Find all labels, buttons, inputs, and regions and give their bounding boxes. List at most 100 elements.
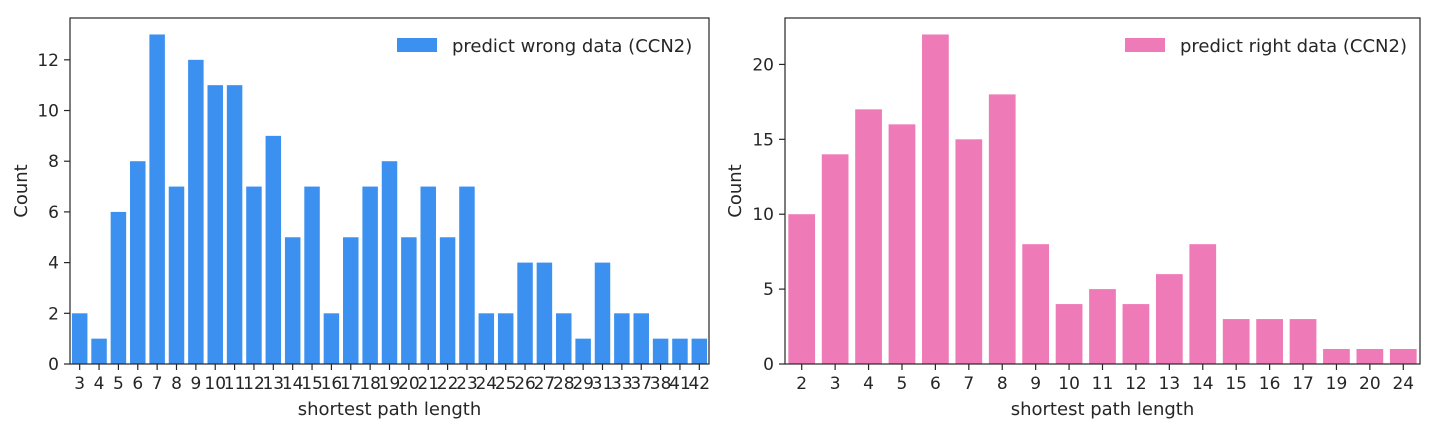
left-x-tick-label: 15 xyxy=(301,374,323,394)
right-y-tick-label: 5 xyxy=(763,280,774,300)
left-x-tick-label: 42 xyxy=(688,374,710,394)
left-bar-29 xyxy=(575,338,591,364)
right-x-tick-label: 24 xyxy=(1392,374,1414,394)
left-x-tick-label: 7 xyxy=(152,374,163,394)
left-x-tick-label: 23 xyxy=(456,374,478,394)
left-x-tick-label: 13 xyxy=(262,374,284,394)
right-bar-15 xyxy=(1222,319,1250,364)
right-plot-frame xyxy=(784,17,1421,365)
left-x-tick-label: 22 xyxy=(437,374,459,394)
left-bar-17 xyxy=(343,237,359,364)
left-x-axis-label: shortest path length xyxy=(298,399,482,420)
right-x-tick-label: 16 xyxy=(1259,374,1281,394)
left-x-tick-label: 14 xyxy=(282,374,304,394)
right-x-axis-label: shortest path length xyxy=(1011,399,1195,420)
left-bar-23 xyxy=(459,186,475,364)
left-bar-26 xyxy=(517,262,533,364)
left-bar-7 xyxy=(149,34,165,364)
left-x-tick-label: 17 xyxy=(340,374,362,394)
right-y-tick-label: 15 xyxy=(752,130,774,150)
right-bar-7 xyxy=(955,139,983,364)
left-bar-27 xyxy=(536,262,553,364)
right-x-tick-label: 15 xyxy=(1225,374,1247,394)
left-bar-3 xyxy=(71,313,88,364)
left-y-tick-label: 8 xyxy=(48,152,59,172)
left-x-tick-label: 38 xyxy=(650,374,672,394)
left-x-tick-label: 26 xyxy=(514,374,536,394)
left-x-tick-label: 6 xyxy=(132,374,143,394)
right-y-axis-label: Count xyxy=(725,164,746,217)
left-plot-frame xyxy=(69,17,710,365)
left-bar-10 xyxy=(207,85,223,365)
left-x-tick-label: 5 xyxy=(113,374,124,394)
left-bar-41 xyxy=(672,338,688,364)
right-x-tick-label: 7 xyxy=(963,374,974,394)
left-bar-15 xyxy=(304,186,320,364)
left-bar-31 xyxy=(594,262,611,364)
left-x-tick-label: 11 xyxy=(224,374,246,394)
right-legend-label: predict right data (CCN2) xyxy=(1180,36,1407,57)
left-y-tick-label: 6 xyxy=(48,203,59,223)
right-bar-20 xyxy=(1356,349,1384,364)
right-x-tick-label: 8 xyxy=(997,374,1008,394)
left-x-tick-label: 20 xyxy=(398,374,420,394)
right-bar-10 xyxy=(1055,304,1083,364)
right-x-tick-label: 9 xyxy=(1030,374,1041,394)
left-y-tick-label: 2 xyxy=(48,304,59,324)
right-legend: predict right data (CCN2) xyxy=(1125,36,1407,57)
left-x-tick-label: 27 xyxy=(534,374,556,394)
left-bar-21 xyxy=(420,186,436,364)
right-bars xyxy=(788,34,1417,365)
right-x-tick-label: 5 xyxy=(897,374,908,394)
right-x-tick-label: 17 xyxy=(1292,374,1314,394)
left-x-tick-label: 37 xyxy=(630,374,652,394)
left-bar-11 xyxy=(226,85,243,365)
right-x-tick-label: 12 xyxy=(1125,374,1147,394)
left-bar-33 xyxy=(614,313,630,364)
right-bar-8 xyxy=(988,94,1016,364)
right-bar-4 xyxy=(855,109,882,364)
right-bar-2 xyxy=(788,214,816,364)
left-legend: predict wrong data (CCN2) xyxy=(397,36,692,57)
right-bar-11 xyxy=(1089,289,1116,364)
right-bar-6 xyxy=(922,34,949,364)
right-bar-19 xyxy=(1323,349,1350,364)
left-x-tick-label: 41 xyxy=(669,374,691,394)
left-bar-13 xyxy=(265,135,282,364)
right-chart-panel: 2 3 4 5 6 7 8 9 10 11 12 13 14 15 16 17 19 20 24 0 5 10 15 20 s… xyxy=(725,17,1421,420)
left-x-tick-label: 28 xyxy=(553,374,575,394)
right-bar-14 xyxy=(1189,244,1217,364)
left-y-axis-label: Count xyxy=(11,164,32,217)
right-x-tick-label: 13 xyxy=(1159,374,1181,394)
left-x-tick-label: 4 xyxy=(94,374,105,394)
right-x-tick-label: 11 xyxy=(1092,374,1114,394)
right-bar-9 xyxy=(1022,244,1050,364)
right-x-tick-label: 10 xyxy=(1058,374,1080,394)
left-x-tick-label: 8 xyxy=(171,374,182,394)
right-bar-3 xyxy=(821,154,849,364)
left-x-tick-label: 12 xyxy=(243,374,265,394)
left-x-tick-label: 19 xyxy=(379,374,401,394)
right-ticks: 2 3 4 5 6 7 8 9 10 11 12 13 14 15 16 17 19 20 24 0 5 10 15 20 xyxy=(752,55,1414,394)
right-bar-13 xyxy=(1155,274,1183,364)
right-x-tick-label: 14 xyxy=(1192,374,1214,394)
left-y-tick-label: 0 xyxy=(48,355,59,375)
right-x-tick-label: 2 xyxy=(796,374,807,394)
left-bar-42 xyxy=(691,338,708,364)
left-chart-panel: 3 4 5 6 7 8 9 101112131415161718192021222324252… xyxy=(11,17,710,420)
left-bar-16 xyxy=(323,313,340,364)
right-y-tick-label: 10 xyxy=(752,205,774,225)
left-ticks: 3 4 5 6 7 8 9 101112131415161718192021222324252… xyxy=(37,51,710,394)
right-x-tick-label: 4 xyxy=(863,374,874,394)
left-y-tick-label: 4 xyxy=(48,254,59,274)
left-bar-9 xyxy=(188,59,204,364)
left-bar-22 xyxy=(439,237,456,364)
left-bar-5 xyxy=(110,211,127,364)
right-bar-16 xyxy=(1256,319,1283,364)
right-x-tick-label: 3 xyxy=(830,374,841,394)
left-bar-25 xyxy=(497,313,514,364)
left-x-tick-label: 21 xyxy=(417,374,439,394)
left-x-tick-label: 16 xyxy=(321,374,343,394)
left-legend-swatch xyxy=(397,38,437,52)
left-bar-38 xyxy=(652,338,669,364)
